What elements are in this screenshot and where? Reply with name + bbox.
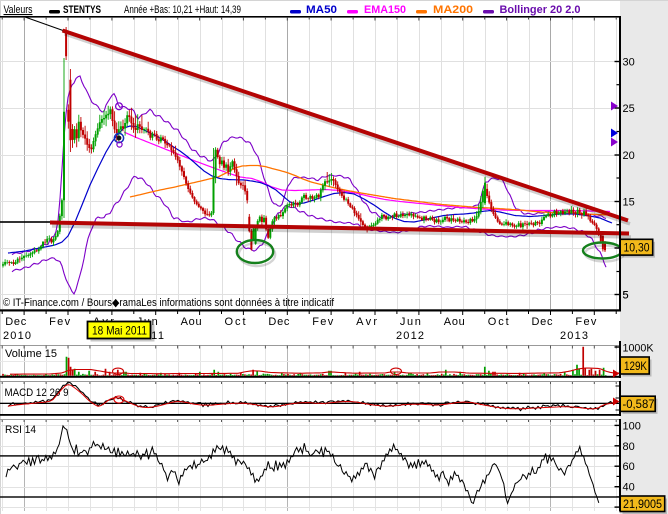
svg-text:MA50: MA50: [306, 4, 337, 16]
svg-text:100: 100: [623, 420, 641, 432]
svg-text:129K: 129K: [624, 359, 647, 373]
svg-text:MA200: MA200: [433, 4, 473, 16]
svg-text:2010: 2010: [3, 330, 31, 342]
svg-text:5: 5: [623, 290, 629, 302]
svg-text:Avr: Avr: [356, 316, 377, 328]
svg-text:21,9005: 21,9005: [623, 497, 662, 511]
svg-text:Fev: Fev: [312, 316, 334, 328]
svg-text:Oct: Oct: [225, 316, 246, 328]
svg-text:25: 25: [623, 103, 635, 115]
svg-text:EMA150: EMA150: [364, 4, 406, 16]
svg-text:30: 30: [623, 57, 635, 69]
svg-text:Bollinger 20 2.0: Bollinger 20 2.0: [500, 4, 581, 16]
svg-text:Volume 15: Volume 15: [5, 348, 57, 360]
svg-text:Année +Bas: 10,21 +Haut: 14,39: Année +Bas: 10,21 +Haut: 14,39: [124, 4, 241, 16]
svg-text:© IT-Finance.com / Bours◆ramaL: © IT-Finance.com / Bours◆ramaLes informa…: [3, 297, 335, 309]
svg-text:Dec: Dec: [5, 316, 27, 328]
svg-text:Dec: Dec: [268, 316, 290, 328]
svg-text:Aou: Aou: [181, 316, 202, 328]
svg-text:Jun: Jun: [400, 316, 421, 328]
svg-text:60: 60: [623, 461, 635, 473]
svg-text:Valeurs: Valeurs: [4, 4, 33, 16]
svg-text:Oct: Oct: [488, 316, 509, 328]
svg-text:2012: 2012: [396, 330, 424, 342]
svg-text:1000K: 1000K: [623, 343, 655, 355]
svg-text:18 Mai 2011: 18 Mai 2011: [92, 324, 147, 338]
svg-text:10,30: 10,30: [624, 241, 650, 255]
svg-text:Aou: Aou: [444, 316, 465, 328]
svg-text:20: 20: [623, 150, 635, 162]
svg-text:2013: 2013: [560, 330, 588, 342]
svg-text:-0,587: -0,587: [623, 397, 655, 411]
svg-text:STENTYS: STENTYS: [63, 4, 101, 16]
svg-text:15: 15: [623, 197, 635, 209]
svg-text:5: 5: [623, 290, 629, 302]
svg-text:80: 80: [623, 441, 635, 453]
svg-text:Fev: Fev: [49, 316, 71, 328]
svg-text:MACD 12 26 9: MACD 12 26 9: [5, 387, 69, 399]
svg-text:Dec: Dec: [532, 316, 554, 328]
svg-text:40: 40: [623, 482, 635, 494]
svg-text:RSI 14: RSI 14: [5, 424, 36, 436]
svg-text:Fev: Fev: [575, 316, 597, 328]
